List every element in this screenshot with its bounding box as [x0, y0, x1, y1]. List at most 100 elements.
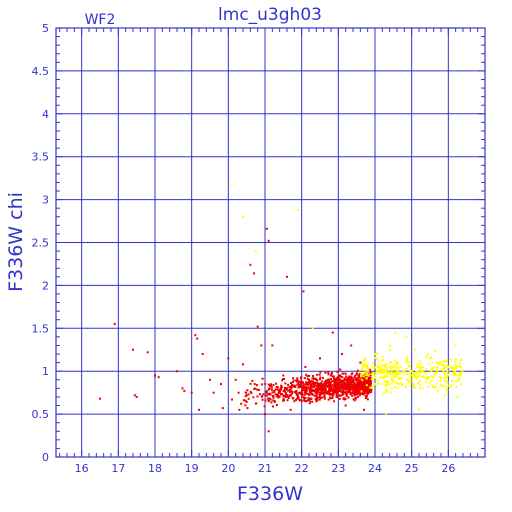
- data-point: [328, 381, 331, 384]
- data-point: [357, 390, 360, 393]
- data-point: [365, 364, 368, 367]
- data-point: [255, 402, 258, 405]
- data-point: [311, 392, 314, 395]
- data-point: [261, 383, 264, 386]
- data-point: [434, 350, 437, 353]
- data-point: [382, 358, 385, 361]
- data-point: [291, 391, 294, 394]
- data-point: [358, 381, 361, 384]
- data-point: [446, 370, 449, 373]
- data-point: [295, 379, 298, 382]
- data-point: [383, 376, 386, 379]
- data-point: [342, 381, 345, 384]
- data-point: [273, 400, 276, 403]
- data-point: [321, 380, 324, 383]
- data-point: [157, 376, 160, 379]
- data-point: [300, 391, 303, 394]
- data-point: [374, 375, 377, 378]
- data-point: [408, 365, 411, 368]
- data-point: [306, 399, 309, 402]
- data-point: [352, 386, 355, 389]
- data-point: [316, 396, 319, 399]
- data-point: [420, 370, 423, 373]
- data-point: [348, 390, 351, 393]
- data-point: [334, 389, 337, 392]
- data-point: [279, 388, 282, 391]
- data-point: [455, 385, 458, 388]
- data-point: [367, 389, 370, 392]
- data-point: [393, 380, 396, 383]
- y-tick-label: 2.5: [32, 237, 50, 250]
- data-point: [420, 366, 423, 369]
- data-point: [310, 389, 313, 392]
- data-point: [418, 360, 421, 363]
- data-point: [302, 396, 305, 399]
- data-point: [253, 383, 256, 386]
- data-point: [372, 371, 375, 374]
- data-point: [309, 390, 312, 393]
- data-point: [330, 388, 333, 391]
- data-point: [434, 386, 437, 389]
- data-point: [254, 387, 257, 390]
- data-point: [355, 379, 358, 382]
- data-point: [315, 385, 318, 388]
- data-point: [331, 397, 334, 400]
- data-point: [418, 374, 421, 377]
- data-point: [366, 393, 369, 396]
- data-point: [365, 390, 368, 393]
- data-point: [238, 408, 241, 411]
- data-point: [364, 383, 367, 386]
- data-point: [286, 399, 289, 402]
- data-point: [231, 398, 233, 401]
- data-point: [264, 399, 267, 402]
- data-point: [343, 397, 346, 400]
- data-point: [294, 398, 297, 401]
- data-point: [343, 385, 346, 388]
- data-point: [249, 390, 252, 393]
- axis-ticks: [56, 27, 486, 458]
- data-point: [391, 371, 394, 374]
- data-point: [196, 337, 199, 340]
- data-point: [332, 393, 335, 396]
- data-point: [272, 384, 275, 387]
- data-point: [339, 385, 342, 388]
- data-point: [298, 391, 301, 394]
- data-point: [345, 383, 348, 386]
- data-point: [368, 385, 371, 388]
- data-point: [371, 385, 374, 388]
- x-tick-label: 21: [258, 462, 272, 475]
- data-point: [369, 390, 372, 393]
- data-point: [301, 395, 304, 398]
- data-point: [365, 380, 368, 383]
- data-point: [320, 393, 323, 396]
- x-tick-label: 16: [75, 462, 89, 475]
- data-point: [254, 250, 257, 253]
- data-point: [363, 388, 366, 391]
- data-point: [327, 392, 330, 395]
- data-point: [325, 379, 328, 382]
- data-point: [366, 373, 369, 376]
- data-point: [378, 371, 381, 374]
- data-point: [422, 369, 425, 372]
- data-point: [349, 385, 352, 388]
- data-point: [317, 386, 320, 389]
- data-point: [323, 387, 326, 390]
- data-point: [308, 397, 311, 400]
- y-tick-label: 3.5: [32, 151, 50, 164]
- data-point: [336, 376, 339, 379]
- data-point: [305, 373, 308, 376]
- data-point: [256, 395, 259, 398]
- data-point: [340, 394, 343, 397]
- data-point: [380, 368, 383, 371]
- data-point: [146, 351, 149, 354]
- data-point: [269, 387, 272, 390]
- data-point: [347, 383, 350, 386]
- data-point: [332, 375, 335, 378]
- data-point: [439, 384, 442, 387]
- data-point: [324, 371, 327, 374]
- data-point: [323, 395, 326, 398]
- data-point: [362, 383, 365, 386]
- data-point: [346, 381, 349, 384]
- data-point: [350, 376, 353, 379]
- data-point: [340, 381, 343, 384]
